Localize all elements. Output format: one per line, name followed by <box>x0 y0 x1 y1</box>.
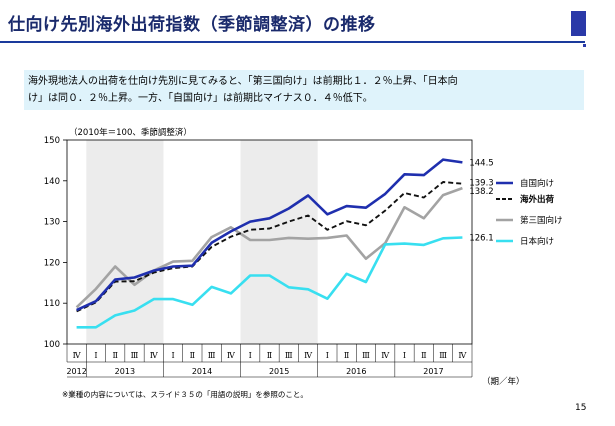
x-quarter-label: Ⅲ <box>285 351 293 360</box>
x-quarter-label: Ⅱ <box>267 351 272 360</box>
title-divider <box>0 41 585 43</box>
series-end-label: 126.1 <box>469 234 493 244</box>
plot-frame <box>66 139 473 345</box>
y-tick-label: 100 <box>44 340 60 350</box>
summary-box: 海外現地法人の出荷を仕向け先別に見てみると、「第三国向け」は前期比１．２％上昇、… <box>24 70 584 110</box>
x-quarter-label: Ⅰ <box>326 351 329 360</box>
page-number: 15 <box>575 403 587 413</box>
summary-line-1: 海外現地法人の出荷を仕向け先別に見てみると、「第三国向け」は前期比１．２％上昇、… <box>28 76 458 87</box>
series-line-4 <box>76 236 463 329</box>
x-quarter-label: Ⅲ <box>439 351 447 360</box>
x-quarter-label: Ⅱ <box>112 351 117 360</box>
x-quarter-label: Ⅰ <box>94 351 97 360</box>
x-quarter-label: Ⅰ <box>403 351 406 360</box>
legend-label: 第三国向け <box>520 215 563 226</box>
x-quarter-label: Ⅲ <box>362 351 370 360</box>
x-quarter-label: Ⅳ <box>227 351 236 360</box>
year-band-2015 <box>240 140 318 344</box>
y-tick-label: 120 <box>44 258 60 268</box>
legend-label: 海外出荷 <box>520 194 555 205</box>
series-end-label: 144.5 <box>469 158 493 168</box>
x-quarter-label: Ⅰ <box>249 351 252 360</box>
x-quarter-label: Ⅲ <box>131 351 139 360</box>
x-unit-label: （期／年） <box>482 376 525 387</box>
series-line-2 <box>76 181 463 313</box>
y-tick-label: 110 <box>44 299 60 309</box>
chart-labels: 100 110 120 130 140 150 （2010年＝100、季節調整済） Ⅳ Ⅰ Ⅱ Ⅲ Ⅳ… <box>44 127 563 387</box>
y-tick-label: 150 <box>44 136 60 146</box>
x-quarter-label: Ⅰ <box>171 351 174 360</box>
chart-axes <box>63 139 473 378</box>
x-year-label: 2013 <box>115 367 135 376</box>
x-quarter-label: Ⅱ <box>190 351 195 360</box>
year-band-2013 <box>86 140 164 344</box>
y-tick-label: 130 <box>44 218 60 228</box>
brand-mark <box>571 11 586 36</box>
x-year-label: 2017 <box>423 367 443 376</box>
x-quarter-label: Ⅳ <box>150 351 159 360</box>
series-end-label: 139.3 <box>469 179 493 189</box>
chart-series <box>75 158 463 329</box>
summary-line-2: け」は同０．２％上昇。一方、「自国向け」は前期比マイナス０．４％低下。 <box>28 93 373 104</box>
x-year-label: 2012 <box>66 367 86 376</box>
chart-note: （2010年＝100、季節調整済） <box>69 127 192 138</box>
x-quarter-label: Ⅳ <box>381 351 390 360</box>
series-end-label: 138.2 <box>469 187 493 197</box>
x-year-label: 2016 <box>346 367 366 376</box>
x-year-label: 2014 <box>192 367 212 376</box>
series-line-1 <box>76 158 463 312</box>
legend-label: 日本向け <box>520 236 554 247</box>
x-quarter-label: Ⅱ <box>421 351 426 360</box>
x-quarter-label: Ⅳ <box>458 351 467 360</box>
x-quarter-label: Ⅳ <box>304 351 313 360</box>
x-quarter-label: Ⅲ <box>208 351 216 360</box>
page-title: 仕向け先別海外出荷指数（季節調整済）の推移 <box>8 15 376 35</box>
series-line-3 <box>75 186 463 309</box>
legend-label: 自国向け <box>520 178 554 189</box>
x-quarter-label: Ⅳ <box>73 351 82 360</box>
x-year-label: 2015 <box>269 367 289 376</box>
footnote: ※業種の内容については、スライド３５の「用語の説明」を参照のこと。 <box>62 390 308 399</box>
brand-dot <box>583 44 586 47</box>
x-quarter-label: Ⅱ <box>344 351 349 360</box>
y-tick-label: 140 <box>44 177 60 187</box>
year-shading <box>86 140 318 344</box>
